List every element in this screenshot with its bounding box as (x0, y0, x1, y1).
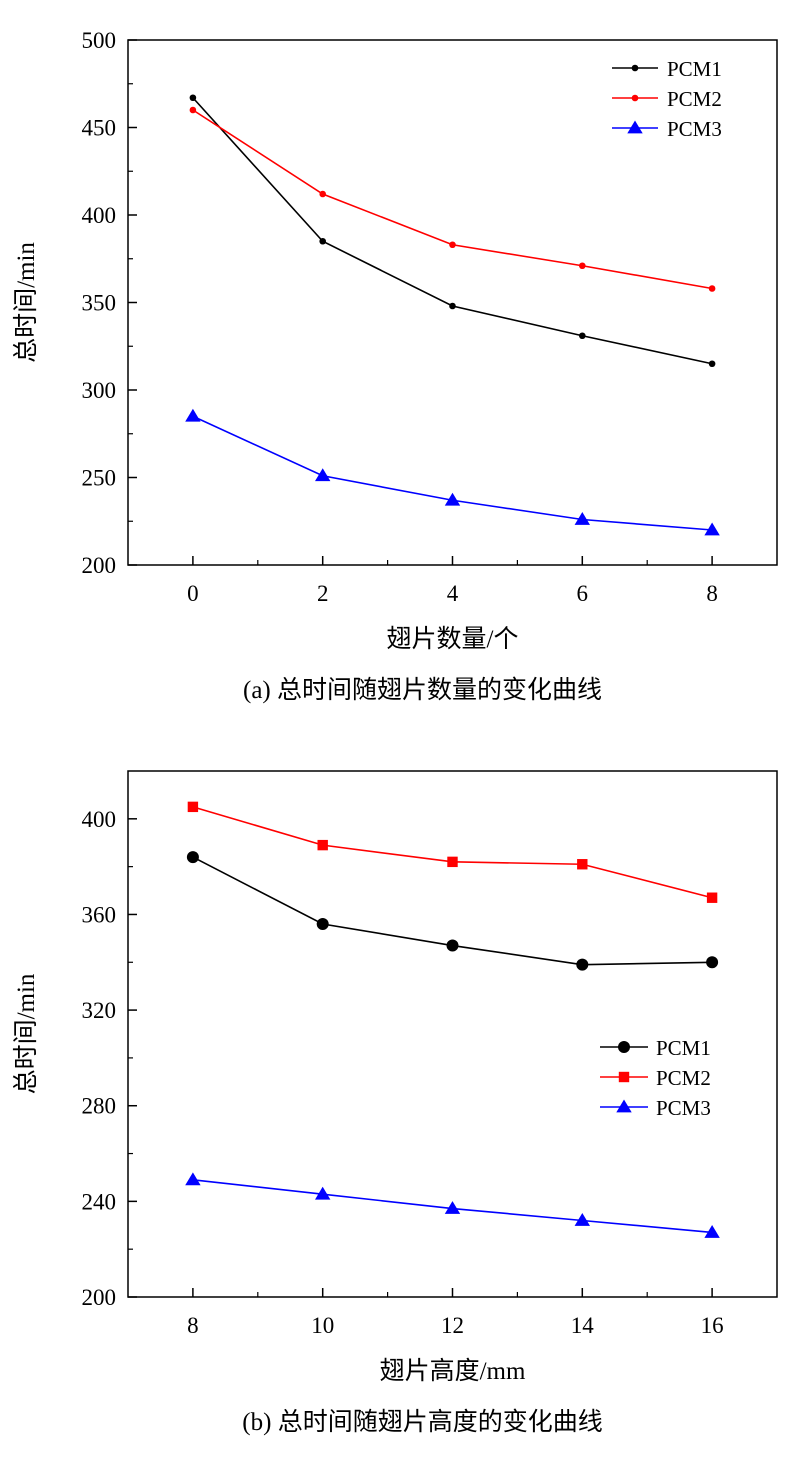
pcm2-point (449, 241, 456, 249)
x-axis-title: 翅片数量/个 (387, 625, 519, 653)
pcm1-point (319, 237, 327, 245)
legend-label: PCM2 (656, 1066, 711, 1090)
pcm2-point (317, 839, 328, 851)
pcm3-point (185, 408, 201, 422)
pcm2-point (447, 856, 458, 868)
x-axis-title: 翅片高度/mm (380, 1357, 526, 1385)
pcm2-point (189, 106, 197, 114)
x-tick-label: 12 (441, 1313, 464, 1338)
y-axis-title: 总时间/min (12, 242, 40, 363)
legend-item-pcm2: PCM2 (612, 87, 722, 111)
legend-marker (631, 64, 639, 72)
y-tick-label: 350 (82, 291, 117, 316)
legend-item-pcm1: PCM1 (600, 1036, 711, 1060)
series-pcm2 (189, 106, 716, 292)
pcm2-line (192, 806, 713, 899)
pcm2-point (579, 262, 586, 270)
legend-marker (618, 1071, 630, 1083)
chart-panel-2: 8 10 12 14 16 200 240 280 320 360 400 翅片高度/mm 总时间/mi… (12, 770, 778, 1436)
x-tick-label: 8 (187, 1313, 199, 1338)
legend-marker (616, 1099, 632, 1113)
x-tick-label: 6 (577, 581, 589, 606)
legend-marker (618, 1041, 630, 1053)
x-tick-label: 2 (317, 581, 329, 606)
y-tick-label: 240 (82, 1189, 117, 1214)
legend-label: PCM1 (656, 1036, 711, 1060)
pcm3-point (704, 1224, 720, 1238)
pcm1-point (706, 956, 719, 969)
y-tick-label: 500 (82, 28, 117, 53)
x-tick-label: 16 (701, 1313, 724, 1338)
y-tick-label: 400 (82, 203, 117, 228)
pcm1-line (192, 97, 713, 365)
series-pcm1 (186, 851, 719, 971)
series-pcm3 (185, 1172, 720, 1238)
pcm1-point (316, 918, 329, 931)
pcm3-point (185, 1172, 201, 1186)
y-tick-label: 400 (82, 807, 117, 832)
legend-item-pcm3: PCM3 (600, 1096, 711, 1120)
legend-item-pcm2: PCM2 (600, 1066, 711, 1090)
series-pcm3 (185, 408, 720, 536)
y-tick-label: 450 (82, 116, 117, 141)
pcm1-point (576, 958, 589, 971)
y-tick-label: 200 (82, 1285, 117, 1310)
legend-label: PCM1 (667, 57, 722, 81)
pcm2-point (187, 801, 199, 813)
series-pcm1 (189, 94, 716, 368)
pcm3-point (574, 1213, 591, 1226)
legend-label: PCM3 (656, 1096, 711, 1120)
chart-panel-1: 0 2 4 6 8 200 250 300 350 400 450 500 翅片数量/个 总时间/min (… (12, 28, 778, 704)
pcm3-point (444, 492, 461, 506)
pcm2-point (708, 285, 716, 292)
legend-item-pcm3: PCM3 (612, 117, 722, 141)
pcm1-point (189, 94, 197, 102)
legend-item-pcm1: PCM1 (612, 57, 722, 81)
plot-frame (127, 770, 778, 1298)
x-tick-label: 4 (447, 581, 459, 606)
pcm2-point (319, 190, 327, 198)
pcm1-point (579, 332, 586, 340)
figure-caption: (b) 总时间随翅片高度的变化曲线 (242, 1408, 602, 1436)
y-tick-label: 300 (82, 378, 117, 403)
series-pcm2 (187, 801, 718, 903)
y-axis-title: 总时间/min (12, 973, 40, 1094)
legend-marker (631, 94, 639, 102)
figure-caption: (a) 总时间随翅片数量的变化曲线 (243, 676, 602, 704)
legend-label: PCM2 (667, 87, 722, 111)
pcm1-point (186, 851, 199, 864)
pcm3-point (314, 468, 331, 482)
legend-label: PCM3 (667, 117, 722, 141)
pcm1-point (446, 939, 459, 952)
y-tick-label: 200 (82, 553, 117, 578)
pcm2-point (706, 892, 718, 903)
pcm2-point (577, 859, 588, 870)
pcm1-point (449, 302, 456, 310)
pcm3-line (192, 415, 713, 531)
y-tick-label: 320 (82, 998, 117, 1023)
pcm3-point (314, 1186, 331, 1200)
pcm3-point (704, 522, 720, 536)
x-tick-label: 0 (187, 581, 199, 606)
pcm2-line (192, 109, 713, 290)
pcm3-point (444, 1201, 461, 1214)
y-tick-label: 250 (82, 466, 117, 491)
x-tick-label: 8 (706, 581, 718, 606)
y-tick-label: 280 (82, 1094, 117, 1119)
pcm1-point (708, 360, 716, 368)
pcm3-point (574, 512, 591, 525)
x-tick-label: 14 (571, 1313, 595, 1338)
y-tick-label: 360 (82, 902, 117, 927)
legend-marker (627, 120, 643, 134)
x-tick-label: 10 (311, 1313, 334, 1338)
